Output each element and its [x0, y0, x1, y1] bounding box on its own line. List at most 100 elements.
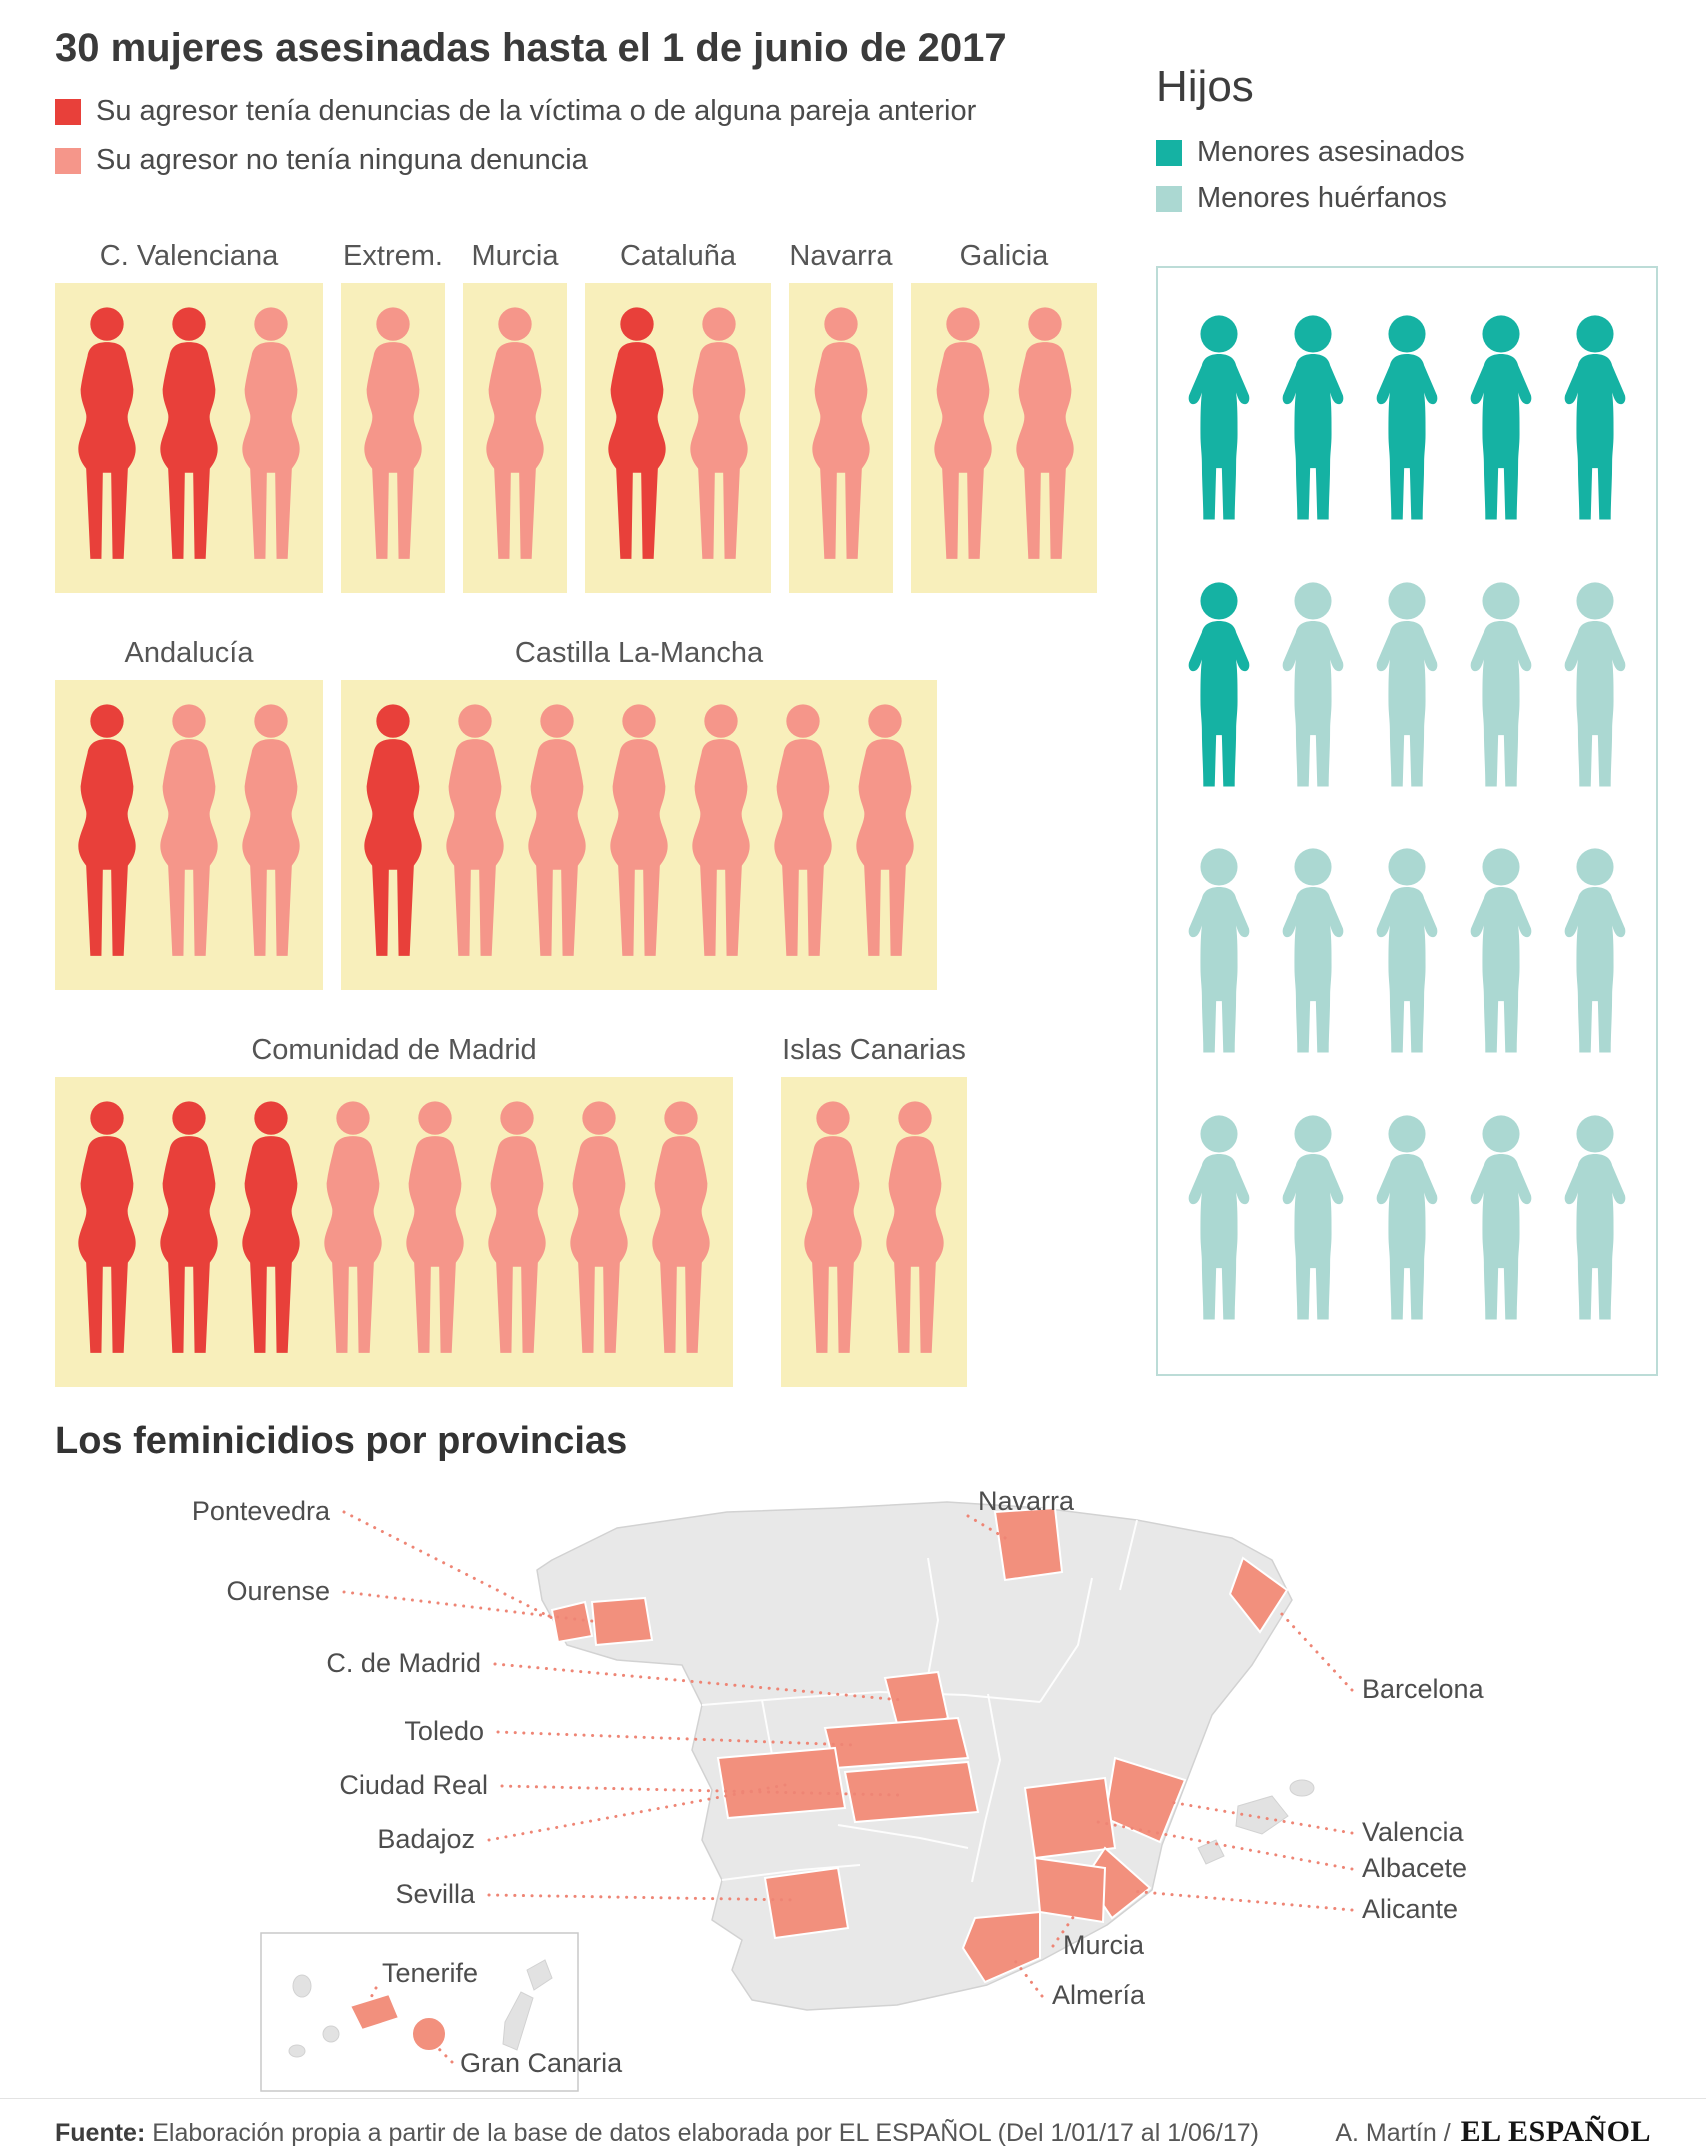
region-comunidad_de_madrid: Comunidad de Madrid	[55, 1034, 733, 1387]
child-silhouette	[1282, 848, 1344, 1053]
hijos-panel: Hijos Menores asesinados Menores huérfan…	[1156, 62, 1465, 228]
leader-line-navarra	[966, 1514, 1014, 1544]
woman-silhouette	[78, 1101, 136, 1353]
footer: Fuente: Elaboración propia a partir de l…	[0, 2098, 1706, 2149]
leader-line-murcia	[1051, 1914, 1076, 1948]
province-albacete	[1023, 1776, 1117, 1860]
spain-map: Pontevedra Ourense C. de Madrid Toledo C…	[192, 1486, 1485, 2092]
legend-item-menores-asesinados: Menores asesinados	[1156, 136, 1465, 169]
child-silhouette	[1282, 315, 1344, 520]
woman-silhouette	[446, 704, 504, 956]
region-label-andalucia: Andalucía	[124, 637, 254, 669]
region-label-castilla_la_mancha: Castilla La-Mancha	[514, 637, 764, 669]
leader-line-tenerife	[366, 1986, 378, 2005]
island-mallorca	[1235, 1795, 1289, 1835]
woman-silhouette	[804, 1101, 862, 1353]
leader-line-madrid	[493, 1662, 904, 1702]
regions-row-1: C. Valenciana Extrem. Murcia Cataluña Navarr…	[55, 240, 1155, 593]
legend-swatch-light-teal	[1156, 185, 1182, 212]
map-label-tenerife: Tenerife	[382, 1958, 478, 1988]
province-navarra	[993, 1506, 1064, 1582]
credit-brand-logo: EL ESPAÑOL	[1460, 2115, 1651, 2148]
child-silhouette	[1188, 315, 1250, 520]
region-box-comunidad_de_madrid	[55, 1077, 733, 1387]
highlighted-provinces	[550, 1506, 1289, 1984]
woman-silhouette	[160, 307, 218, 559]
balearic-islands	[1197, 1779, 1315, 1865]
province-toledo	[823, 1716, 970, 1770]
map-label-ciudad-real: Ciudad Real	[339, 1770, 488, 1800]
legend-swatch-salmon	[55, 147, 81, 174]
map-title: Los feminicidios por provincias	[55, 1420, 628, 1462]
leader-line-almeria	[1010, 1955, 1044, 1998]
child-silhouette	[1376, 315, 1438, 520]
island-fuerteventura	[502, 1991, 534, 2051]
province-badajoz	[716, 1746, 847, 1820]
woman-silhouette	[692, 704, 750, 956]
leader-line-alicante	[1128, 1889, 1354, 1912]
woman-silhouette	[528, 704, 586, 956]
leader-line-sevilla	[487, 1893, 800, 1902]
region-label-islas_canarias: Islas Canarias	[782, 1034, 966, 1066]
province-pontevedra	[550, 1600, 594, 1644]
region-label-murcia: Murcia	[471, 240, 559, 272]
region-label-c_valenciana: C. Valenciana	[99, 240, 279, 272]
map-label-navarra: Navarra	[978, 1486, 1075, 1516]
child-silhouette	[1188, 848, 1250, 1053]
province-sevilla	[763, 1866, 850, 1940]
leader-line-valencia	[1168, 1800, 1354, 1835]
leader-line-badajoz	[487, 1783, 787, 1842]
island-tenerife	[348, 1992, 401, 2032]
woman-silhouette	[406, 1101, 464, 1353]
child-silhouette	[1564, 848, 1626, 1053]
hijos-pictogram	[1156, 266, 1658, 1376]
island-la-palma	[292, 1974, 312, 1998]
island-menorca	[1289, 1779, 1315, 1797]
hijos-row	[1168, 581, 1646, 795]
map-label-toledo: Toledo	[404, 1716, 484, 1746]
child-silhouette	[1470, 848, 1532, 1053]
regions-row-2: Andalucía Castilla La-Mancha	[55, 637, 1155, 990]
page-title: 30 mujeres asesinadas hasta el 1 de juni…	[55, 26, 1007, 70]
child-silhouette	[1376, 848, 1438, 1053]
province-almeria	[961, 1910, 1041, 1984]
woman-silhouette	[364, 307, 422, 559]
source-text: Fuente: Elaboración propia a partir de l…	[55, 2119, 1259, 2148]
region-navarra: Navarra	[789, 240, 893, 593]
region-label-comunidad_de_madrid: Comunidad de Madrid	[251, 1034, 537, 1066]
legend-item-menores-huerfanos: Menores huérfanos	[1156, 182, 1465, 215]
region-extremadura: Extrem.	[341, 240, 445, 593]
leader-line-barcelona	[1278, 1610, 1354, 1692]
woman-silhouette	[160, 1101, 218, 1353]
legend-item-sin-denuncia: Su agresor no tenía ninguna denuncia	[55, 144, 976, 177]
island-gran-canaria	[411, 2016, 447, 2052]
map-label-sevilla: Sevilla	[395, 1879, 476, 1909]
woman-silhouette	[934, 307, 992, 559]
hijos-row	[1168, 847, 1646, 1061]
map-label-murcia: Murcia	[1063, 1930, 1145, 1960]
region-box-navarra	[789, 283, 893, 593]
child-silhouette	[1282, 582, 1344, 787]
woman-silhouette	[856, 704, 914, 956]
legend-swatch-teal	[1156, 139, 1182, 166]
region-murcia: Murcia	[463, 240, 567, 593]
region-box-islas_canarias	[781, 1077, 967, 1387]
island-el-hierro	[288, 2044, 306, 2058]
province-murcia	[1033, 1856, 1107, 1924]
region-andalucia: Andalucía	[55, 637, 323, 990]
leader-line-ourense	[342, 1590, 602, 1624]
child-silhouette	[1376, 582, 1438, 787]
region-cataluna: Cataluña	[585, 240, 771, 593]
region-label-galicia: Galicia	[959, 240, 1049, 272]
region-box-galicia	[911, 283, 1097, 593]
woman-silhouette	[324, 1101, 382, 1353]
woman-silhouette	[652, 1101, 710, 1353]
legend-label-con-denuncia: Su agresor tenía denuncias de la víctima…	[96, 95, 977, 127]
legend-item-con-denuncia: Su agresor tenía denuncias de la víctima…	[55, 95, 976, 128]
leader-line-toledo	[496, 1730, 857, 1747]
region-label-extremadura: Extrem.	[343, 240, 443, 272]
map-label-ourense: Ourense	[226, 1576, 330, 1606]
child-silhouette	[1564, 1115, 1626, 1320]
woman-silhouette	[570, 1101, 628, 1353]
credit: A. Martín / EL ESPAÑOL	[1335, 2115, 1651, 2149]
